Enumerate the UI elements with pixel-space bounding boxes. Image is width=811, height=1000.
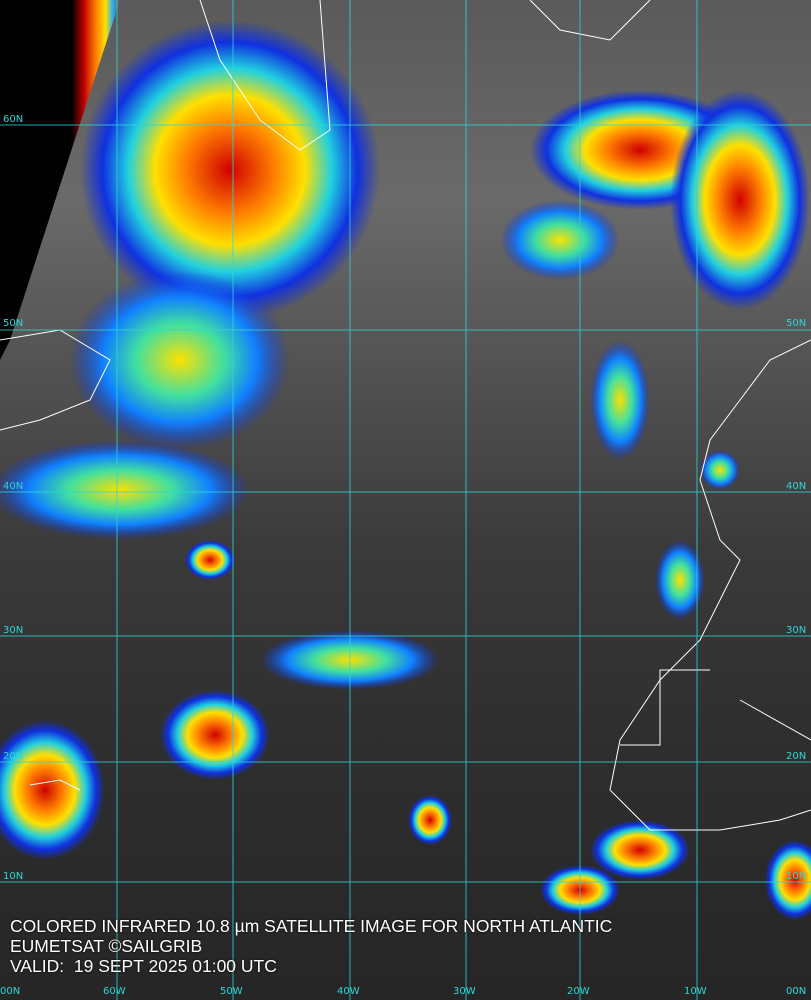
- lon-label: 60W: [103, 986, 126, 997]
- lon-label: 10W: [684, 986, 707, 997]
- lat-label-right: 40N: [786, 481, 807, 492]
- lat-label: 20N: [3, 751, 24, 762]
- lon-label: 40W: [337, 986, 360, 997]
- lat-label-right: 50N: [786, 318, 807, 329]
- lat-label: 10N: [3, 871, 24, 882]
- space-edge: [0, 0, 120, 360]
- lon-label: 30W: [453, 986, 476, 997]
- caption-valid-time: VALID: 19 SEPT 2025 01:00 UTC: [10, 956, 277, 976]
- lat-label: 40N: [3, 481, 24, 492]
- image-caption: COLORED INFRARED 10.8 µm SATELLITE IMAGE…: [10, 916, 612, 976]
- caption-source: EUMETSAT ©SAILGRIB: [10, 936, 203, 956]
- lat-label: 30N: [3, 625, 24, 636]
- lon-label: 50W: [220, 986, 243, 997]
- lat-label: 60N: [3, 114, 24, 125]
- lat-label-right: 30N: [786, 625, 807, 636]
- lat-label: 50N: [3, 318, 24, 329]
- cloud-systems: [0, 20, 811, 920]
- lat-label-right: 10N: [786, 871, 807, 882]
- lat-label-right: 20N: [786, 751, 807, 762]
- lon-label: 00N: [786, 986, 807, 997]
- lon-label: 20W: [567, 986, 590, 997]
- lon-label: 00N: [0, 986, 21, 997]
- caption-title: COLORED INFRARED 10.8 µm SATELLITE IMAGE…: [10, 916, 613, 936]
